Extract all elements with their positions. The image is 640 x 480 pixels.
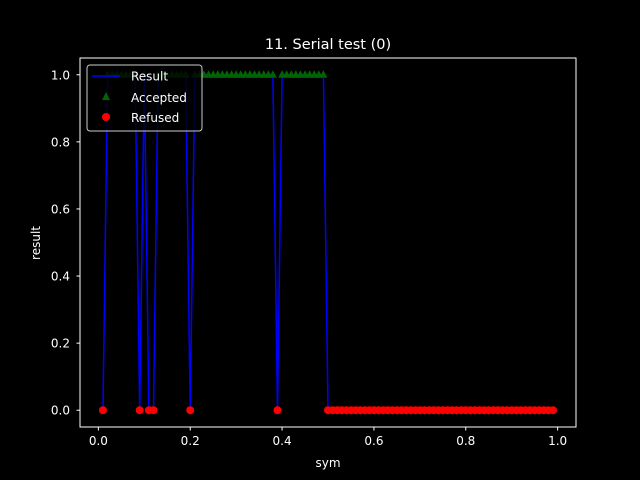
refused-point [186,406,195,415]
accepted-point [268,70,277,78]
y-tick-label: 0.0 [51,404,70,418]
y-tick-label: 0.8 [51,135,70,149]
legend-box [86,64,203,132]
legend-accepted-swatch [102,92,110,100]
y-tick-label: 0.2 [51,337,70,351]
refused-point [135,406,144,415]
y-axis-label: result [29,226,43,260]
x-tick-label: 0.4 [273,434,292,448]
legend-result-label: Result [131,70,168,84]
refused-point [98,406,107,415]
legend-accepted-label: Accepted [131,91,187,105]
y-tick-label: 0.4 [51,270,70,284]
x-axis-label: sym [315,456,340,470]
x-tick-label: 0.2 [181,434,200,448]
refused-point [549,406,558,415]
accepted-point [319,70,328,78]
refused-point [149,406,158,415]
legend-refused-swatch [102,113,110,121]
y-tick-label: 0.6 [51,202,70,216]
chart-title: 11. Serial test (0) [265,37,391,53]
legend: Result Accepted Refused [86,64,203,132]
refused-point [273,406,282,415]
x-tick-label: 0.6 [364,434,383,448]
x-tick-label: 1.0 [548,434,567,448]
y-tick-label: 1.0 [51,68,70,82]
axis-ticks: 0.0 0.2 0.4 0.6 0.8 1.0 0.0 0.2 0.4 0.6 0.8 1.0 [51,68,567,448]
axes-frame [79,57,577,428]
legend-refused-label: Refused [131,111,179,125]
x-tick-label: 0.8 [456,434,475,448]
x-tick-label: 0.0 [89,434,108,448]
